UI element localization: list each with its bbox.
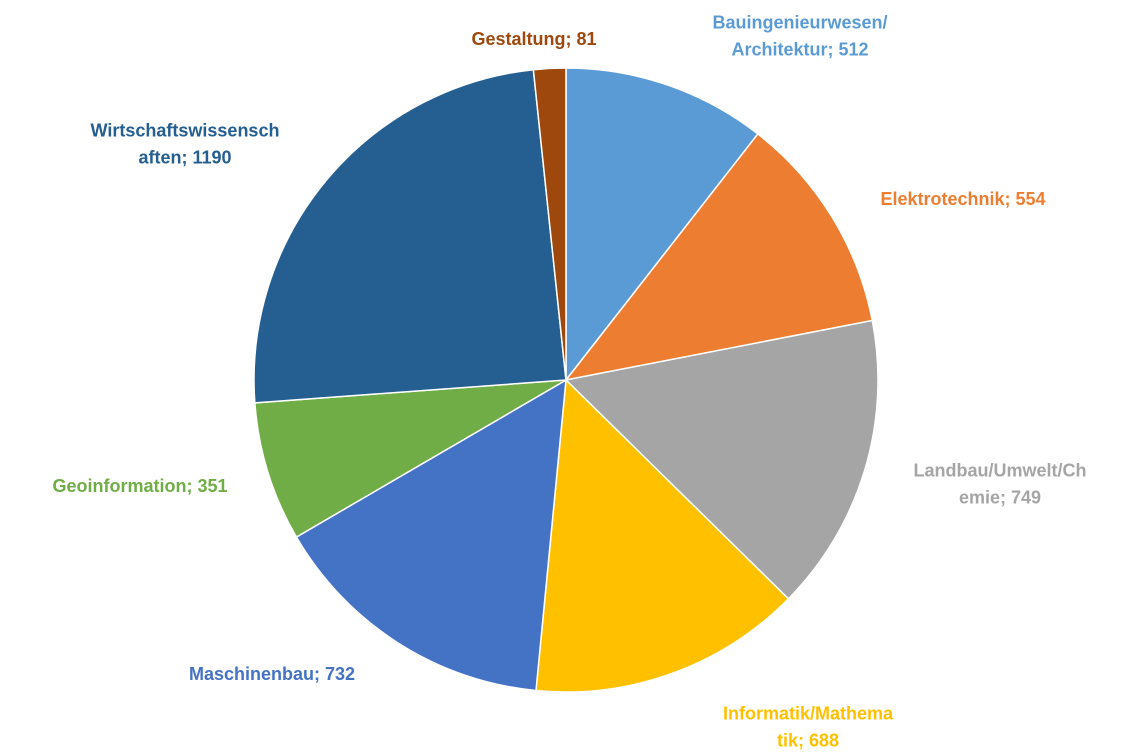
data-label: Geoinformation; 351 <box>52 476 227 496</box>
pie-slice <box>564 132 874 382</box>
pie-slice <box>565 67 759 383</box>
data-label: Informatik/Mathema tik; 688 <box>723 703 894 750</box>
data-label: Wirtschaftswissensch aften; 1190 <box>91 120 280 167</box>
pie-slice <box>295 378 567 692</box>
pie-slice <box>532 67 567 381</box>
pie-slice <box>253 68 567 404</box>
pie-slice <box>254 379 567 539</box>
data-label: Bauingenieurwesen/Architektur; 512 <box>712 12 887 59</box>
pie-slice <box>535 378 790 693</box>
data-label: Elektrotechnik; 554 <box>880 189 1045 209</box>
pie-slice <box>564 319 879 600</box>
data-label: Maschinenbau; 732 <box>189 664 355 684</box>
data-label: Gestaltung; 81 <box>471 29 596 49</box>
data-label: Landbau/Umwelt/Ch emie; 749 <box>913 460 1086 507</box>
